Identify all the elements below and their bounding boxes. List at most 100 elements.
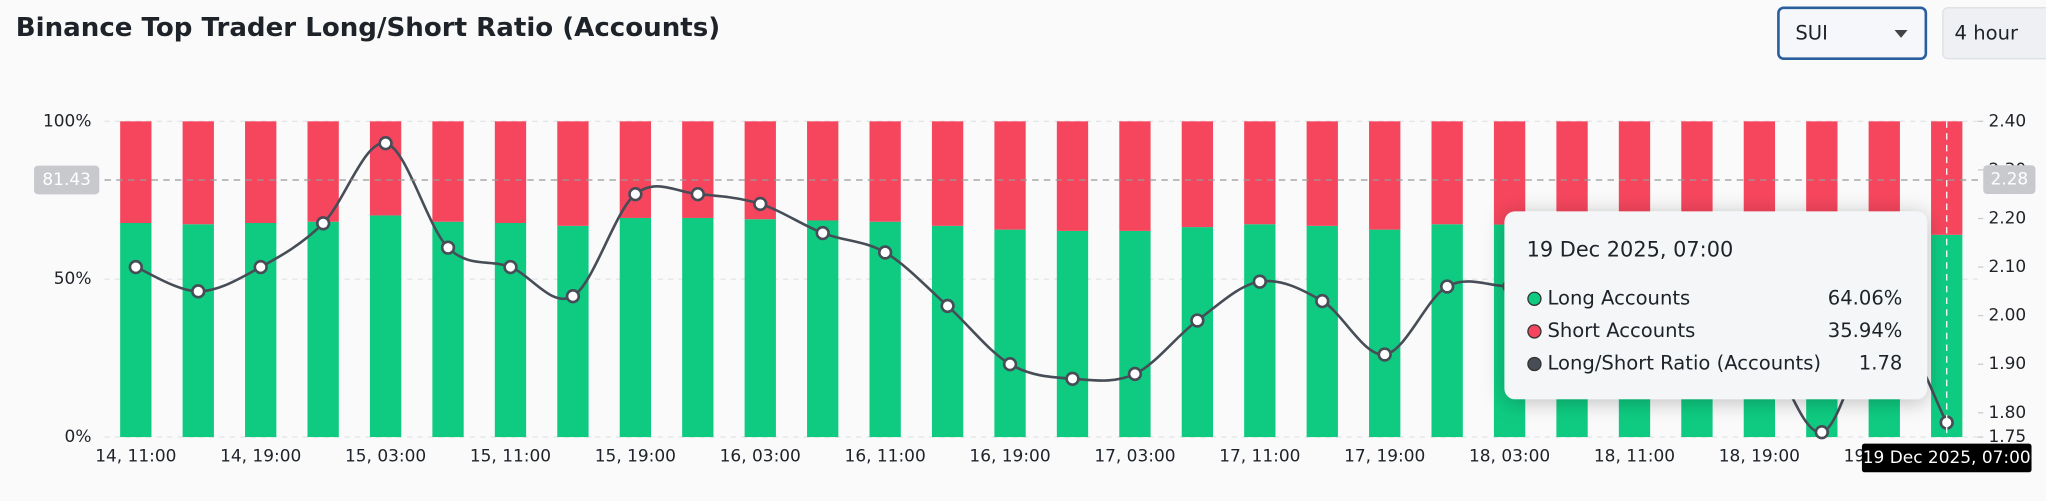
- ratio-point: [253, 259, 268, 275]
- y-tick-label: 0%: [65, 426, 92, 446]
- bar-segment: [1493, 121, 1526, 225]
- y2-tick-label: 1.90: [1988, 353, 2026, 373]
- ratio-point: [503, 259, 518, 275]
- tooltip-value: 35.94%: [1828, 319, 1903, 342]
- bar-segment: [682, 121, 714, 218]
- bar-segment: [1119, 121, 1151, 231]
- bar-segment: [432, 221, 464, 438]
- bar-segment: [1681, 121, 1713, 228]
- bar-segment: [1244, 121, 1276, 225]
- bar-segment: [1056, 230, 1089, 438]
- tooltip-name: Long/Short Ratio (Accounts): [1547, 352, 1821, 375]
- x-tick-label: 16, 19:00: [969, 446, 1050, 466]
- select-value: SUI: [1795, 21, 1828, 44]
- ratio-point: [1190, 313, 1205, 328]
- bar-segment: [619, 217, 652, 438]
- bar-segment: [744, 219, 776, 438]
- ratio-point: [1002, 357, 1018, 372]
- symbol-select[interactable]: SUI: [1777, 6, 1928, 61]
- y2-tick-label: 1.80: [1988, 402, 2026, 422]
- bar-segment: [182, 224, 214, 438]
- bar-segment: [557, 225, 589, 438]
- bar-segment: [1743, 121, 1776, 229]
- bar-segment: [1369, 229, 1401, 438]
- tooltip-box: [1504, 211, 1928, 400]
- crosshair-label: 81.43: [42, 169, 91, 189]
- x-tick-label: 16, 03:00: [720, 446, 801, 466]
- bar-segment: [245, 121, 277, 224]
- ratio-point: [1127, 366, 1143, 382]
- x-tick-label: 18, 19:00: [1719, 446, 1800, 466]
- bar-segment: [369, 121, 402, 216]
- select-value: 4 hour: [1955, 21, 2019, 44]
- bar-segment: [1181, 227, 1214, 438]
- x-tick-label: 18, 11:00: [1594, 446, 1675, 466]
- ratio-point: [1252, 274, 1267, 289]
- bar-segment: [120, 223, 152, 438]
- caret: [1894, 30, 1908, 38]
- y2-tick-label: 2.40: [1988, 110, 2026, 130]
- x-tick-label: 15, 11:00: [470, 446, 551, 466]
- tooltip-dot: [1527, 356, 1542, 372]
- ratio-point: [315, 216, 331, 231]
- ratio-point: [690, 187, 705, 202]
- ratio-point: [440, 240, 456, 255]
- ratio-point: [1377, 347, 1392, 362]
- bar-segment: [245, 223, 277, 438]
- bar-segment: [557, 121, 589, 226]
- bar-segment: [1556, 121, 1588, 225]
- x-tick-label: 17, 11:00: [1219, 446, 1300, 466]
- select-box[interactable]: [1777, 6, 1928, 61]
- ratio-point: [128, 259, 143, 275]
- ratio-point: [378, 136, 393, 151]
- bar-segment: [494, 121, 527, 224]
- bar-segment: [494, 223, 527, 438]
- y2-tick-label: 2.20: [1988, 207, 2026, 227]
- x-tick-label: 15, 19:00: [595, 446, 676, 466]
- ratio-point: [1315, 293, 1330, 309]
- bar-segment: [307, 121, 339, 222]
- bar-segment: [1431, 121, 1463, 225]
- bar-segment: [931, 121, 964, 226]
- ratio-point: [565, 289, 581, 304]
- select-box[interactable]: [1942, 7, 2046, 60]
- bar-segment: [1119, 230, 1151, 438]
- ratio-point: [1439, 279, 1455, 294]
- bar-segment: [1431, 224, 1463, 438]
- x-tick-label: 16, 11:00: [845, 446, 926, 466]
- bar-segment: [807, 220, 839, 438]
- bar-segment: [1868, 121, 1900, 227]
- crosshair-label: 2.28: [1990, 169, 2028, 189]
- y-tick-label: 100%: [43, 110, 91, 130]
- x-tick-label: 17, 03:00: [1094, 446, 1175, 466]
- bar-segment: [807, 121, 839, 221]
- tooltip-dot: [1527, 324, 1542, 339]
- tooltip-title: 19 Dec 2025, 07:00: [1527, 238, 1734, 262]
- tooltip-name: Long Accounts: [1547, 286, 1690, 309]
- interval-select[interactable]: 4 hour: [1942, 7, 2046, 60]
- bar-segment: [1244, 224, 1276, 438]
- y2-tick-label: 1.75: [1988, 426, 2026, 446]
- bar-segment: [182, 121, 214, 225]
- tooltip-value: 1.78: [1859, 352, 1903, 375]
- bar-segment: [994, 121, 1026, 230]
- bar-segment: [1369, 121, 1401, 230]
- x-tick-label: 14, 19:00: [220, 446, 301, 466]
- bar-segment: [1618, 121, 1651, 226]
- bar-segment: [307, 221, 339, 438]
- bar-segment: [994, 229, 1026, 438]
- x-crosshair-box: [1861, 443, 2032, 473]
- ratio-point: [191, 284, 206, 299]
- x-tick-label: 17, 19:00: [1344, 446, 1425, 466]
- bar-segment: [432, 121, 464, 222]
- bar-segment: [682, 217, 714, 438]
- x-tick-label: 18, 03:00: [1469, 446, 1550, 466]
- y2-tick-label: 2.00: [1988, 305, 2026, 325]
- crosshair-label-box: [34, 165, 100, 195]
- tooltip: 19 Dec 2025, 07:00 Long Accounts 64.06% Sho…: [1504, 211, 1928, 400]
- bar-segment: [1056, 121, 1089, 231]
- x-tick-label: 15, 03:00: [345, 446, 426, 466]
- ratio-point: [815, 225, 830, 241]
- ratio-point: [1065, 371, 1080, 386]
